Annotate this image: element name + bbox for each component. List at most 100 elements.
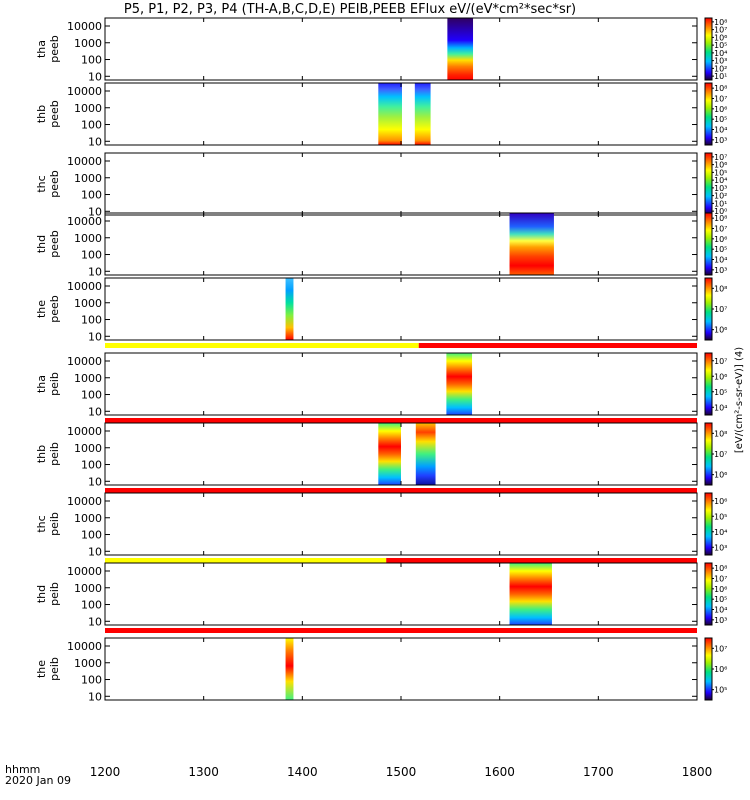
colorbar-tick-label: 10⁵: [714, 595, 727, 604]
x-tick-label: 1200: [90, 765, 121, 779]
y-tick-label: 1000: [74, 582, 102, 595]
panel-label-probe: the: [35, 660, 48, 678]
colorbar-tick-label: 10⁰: [714, 207, 727, 216]
quality-flag-ok: [418, 343, 697, 348]
colorbar-tick-label: 10³: [714, 184, 727, 193]
y-tick-label: 1000: [74, 372, 102, 385]
colorbar-tick-label: 10⁴: [714, 528, 727, 537]
panel-label-probe: thc: [35, 515, 48, 532]
spectrogram-block: [509, 563, 552, 625]
colorbar-tick-label: 10⁶: [714, 471, 727, 480]
quality-flag-ok: [105, 628, 697, 633]
colorbar-tick-label: 10⁶: [714, 497, 727, 506]
y-tick-label: 10000: [67, 85, 102, 98]
colorbar: [704, 152, 713, 216]
colorbar-tick-label: 10⁶: [714, 33, 727, 42]
colorbar-tick-label: 10⁵: [714, 245, 727, 254]
panel-label-product: peeb: [48, 230, 61, 258]
panel-label-product: peeb: [48, 100, 61, 128]
x-tick-label: 1400: [287, 765, 318, 779]
colorbar-tick-label: 10³: [714, 136, 727, 145]
colorbar-tick-label: 10⁴: [714, 256, 727, 265]
spectrogram-block: [415, 423, 436, 485]
x-axis: hhmm 2020 Jan 09 1200 1300 1400 1500 1600 170…: [5, 763, 712, 787]
panel-frame: [104, 152, 698, 216]
colorbar-tick-label: 10⁵: [714, 512, 727, 521]
panel-the-peib: 10 100 1000 10000 the peib 10⁵ 10⁶ 10⁷: [35, 637, 727, 703]
colorbar-tick-label: 10⁵: [714, 388, 727, 397]
colorbar-tick-label: 10⁴: [714, 606, 727, 615]
y-tick-label: 10: [88, 135, 102, 148]
y-tick-label: 1000: [74, 512, 102, 525]
spectrogram-block: [378, 423, 401, 485]
colorbar-tick-label: 10⁴: [714, 126, 727, 135]
colorbar-tick-label: 10⁸: [714, 18, 727, 27]
colorbar-tick-label: 10⁴: [714, 403, 727, 412]
quality-flag-caution: [105, 343, 419, 348]
quality-flag-ok: [105, 488, 697, 493]
colorbar-tick-label: 10⁷: [714, 357, 727, 366]
y-tick-label: 100: [81, 249, 102, 262]
panel-tha-peib: 10 100 1000 10000 tha peib 10⁴ 10⁵ 10⁶ 10⁷: [35, 352, 727, 423]
colorbar-tick-label: 10⁷: [714, 450, 727, 459]
colorbar-tick-label: 10⁷: [714, 26, 727, 35]
colorbar-tick-label: 10⁶: [714, 235, 727, 244]
colorbar: [704, 17, 713, 81]
y-tick-label: 10000: [67, 425, 102, 438]
y-tick-label: 10000: [67, 495, 102, 508]
colorbar: [704, 212, 713, 276]
panel-frame: [104, 637, 698, 701]
panel-label-probe: the: [35, 300, 48, 318]
y-tick-label: 1000: [74, 232, 102, 245]
spectrogram-block: [285, 638, 294, 700]
spectrogram-block: [447, 18, 474, 80]
colorbar: [704, 637, 713, 701]
y-tick-label: 10000: [67, 215, 102, 228]
x-tick-labels: 1200 1300 1400 1500 1600 1700 1800: [90, 765, 713, 779]
x-tick-label: 1700: [583, 765, 614, 779]
y-tick-label: 10000: [67, 640, 102, 653]
y-tick-label: 1000: [74, 297, 102, 310]
y-tick-label: 1000: [74, 37, 102, 50]
panel-frame: [104, 492, 698, 556]
colorbar-tick-label: 10⁷: [714, 575, 727, 584]
panel-frame: [104, 352, 698, 416]
y-tick-label: 100: [81, 54, 102, 67]
spectrogram-block: [446, 353, 473, 415]
colorbar-tick-label: 10¹: [714, 199, 727, 208]
colorbar-tick-label: 10⁶: [714, 326, 727, 335]
y-tick-label: 100: [81, 459, 102, 472]
y-tick-label: 1000: [74, 657, 102, 670]
colorbar: [704, 562, 713, 626]
y-tick-label: 10: [88, 330, 102, 343]
colorbar-tick-label: 10⁶: [714, 665, 727, 674]
panel-label-product: peib: [48, 372, 61, 396]
panel-label-product: peeb: [48, 170, 61, 198]
panel-frame: [104, 277, 698, 341]
colorbar-tick-label: 10⁸: [714, 429, 727, 438]
x-tick-label: 1600: [484, 765, 515, 779]
colorbar-tick-label: 10²: [714, 192, 727, 201]
colorbar-tick-label: 10¹: [714, 72, 727, 81]
x-axis-date: 2020 Jan 09: [5, 774, 71, 787]
x-tick-label: 1500: [386, 765, 417, 779]
panel-label-probe: thd: [35, 585, 48, 603]
spectrogram-block: [509, 213, 554, 275]
colorbar-tick-label: 10⁶: [714, 161, 727, 170]
spectrogram-block: [378, 83, 402, 145]
panel-label-product: peeb: [48, 35, 61, 63]
panel-label-product: peib: [48, 582, 61, 606]
y-tick-label: 1000: [74, 102, 102, 115]
y-tick-label: 10: [88, 205, 102, 218]
y-tick-label: 100: [81, 389, 102, 402]
colorbar-tick-label: 10²: [714, 64, 727, 73]
colorbar: [704, 277, 713, 341]
y-tick-label: 10: [88, 690, 102, 703]
colorbar-tick-label: 10³: [714, 616, 727, 625]
